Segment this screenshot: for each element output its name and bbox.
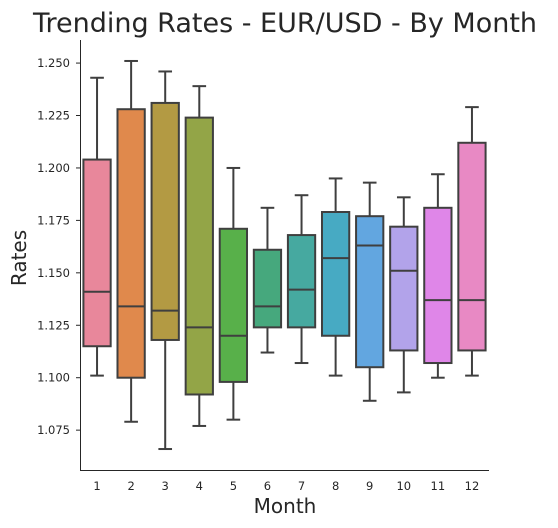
interquartile-box xyxy=(424,208,451,363)
interquartile-box xyxy=(458,143,485,351)
x-tick-label: 10 xyxy=(396,479,411,493)
chart-title: Trending Rates - EUR/USD - By Month xyxy=(32,8,537,39)
box-month-8 xyxy=(322,178,349,375)
x-axis-label: Month xyxy=(254,494,317,518)
x-tick-label: 7 xyxy=(298,479,305,493)
x-tick-label: 8 xyxy=(332,479,339,493)
box-month-4 xyxy=(186,86,213,426)
x-tick-label: 9 xyxy=(366,479,373,493)
box-month-10 xyxy=(390,197,417,392)
box-month-3 xyxy=(152,71,179,449)
x-tick-label: 11 xyxy=(431,479,446,493)
interquartile-box xyxy=(288,235,315,327)
interquartile-box xyxy=(322,212,349,336)
y-tick-label: 1.225 xyxy=(37,109,70,123)
x-tick-label: 3 xyxy=(162,479,169,493)
y-tick-label: 1.100 xyxy=(37,371,70,385)
y-tick-label: 1.250 xyxy=(37,56,70,70)
interquartile-box xyxy=(152,103,179,340)
interquartile-box xyxy=(117,109,144,377)
x-tick-label: 2 xyxy=(127,479,134,493)
y-tick-label: 1.125 xyxy=(37,318,70,332)
box-series xyxy=(83,61,485,449)
box-month-1 xyxy=(83,78,110,376)
interquartile-box xyxy=(220,229,247,382)
y-tick-label: 1.075 xyxy=(37,423,70,437)
box-month-6 xyxy=(254,208,281,353)
x-tick-label: 4 xyxy=(196,479,203,493)
y-tick-label: 1.175 xyxy=(37,213,70,227)
box-month-11 xyxy=(424,174,451,377)
x-axis-ticks: 1 2 3 4 5 6 7 8 9 10 11 12 xyxy=(93,479,479,493)
y-axis-ticks: 1.075 1.100 1.125 1.150 1.175 1.200 1.225 1.250 xyxy=(37,56,80,437)
interquartile-box xyxy=(186,118,213,395)
box-month-5 xyxy=(220,168,247,420)
x-tick-label: 6 xyxy=(264,479,271,493)
interquartile-box xyxy=(390,227,417,351)
y-axis-label: Rates xyxy=(7,230,31,286)
x-tick-label: 12 xyxy=(465,479,480,493)
y-tick-label: 1.150 xyxy=(37,266,70,280)
interquartile-box xyxy=(83,160,110,347)
box-month-2 xyxy=(117,61,144,422)
x-tick-label: 5 xyxy=(230,479,237,493)
box-month-9 xyxy=(356,183,383,401)
box-month-12 xyxy=(458,107,485,375)
y-tick-label: 1.200 xyxy=(37,161,70,175)
interquartile-box xyxy=(356,216,383,367)
x-tick-label: 1 xyxy=(93,479,100,493)
box-month-7 xyxy=(288,195,315,363)
interquartile-box xyxy=(254,250,281,328)
